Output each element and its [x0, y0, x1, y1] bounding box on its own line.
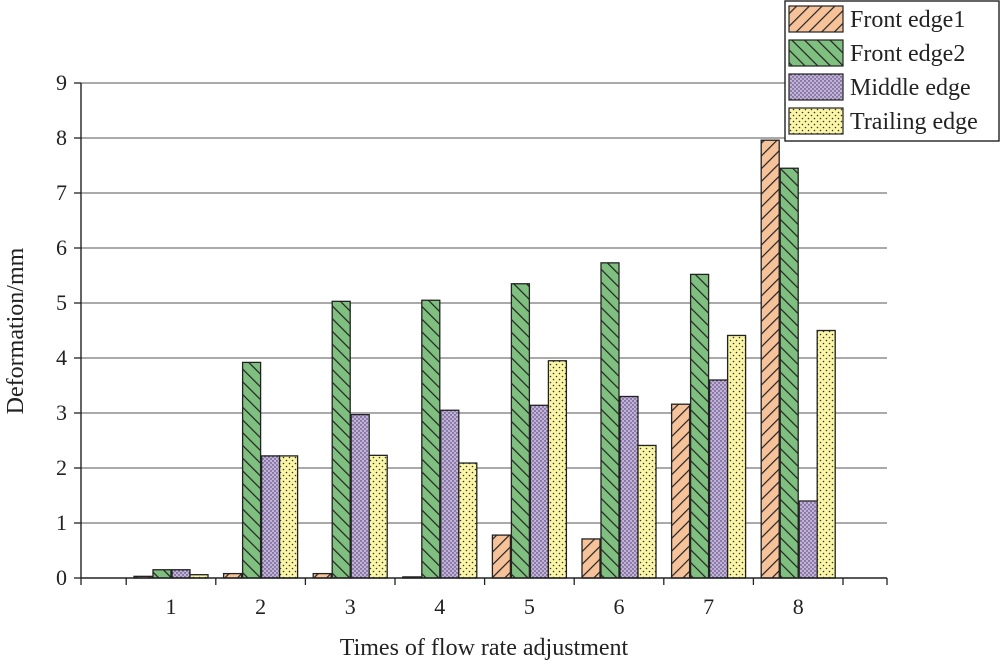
x-tick-label: 7 [703, 594, 714, 619]
tick-labels: 0 1 2 3 4 5 6 7 8 9 1 2 3 4 5 6 7 8 [56, 70, 804, 619]
bar-trailing-edge-7 [726, 334, 747, 579]
bar-middle-edge-2 [260, 455, 281, 579]
bar-trailing-edge-2 [278, 455, 299, 579]
gridlines [81, 82, 887, 524]
y-tick-label: 1 [56, 510, 67, 535]
bar-front-edge1-7 [670, 403, 691, 579]
x-tick-label: 5 [524, 594, 535, 619]
legend-label: Front edge1 [850, 7, 965, 33]
bar-middle-edge-4 [440, 409, 460, 579]
x-tick-label: 4 [434, 594, 445, 619]
legend-swatch [788, 107, 844, 135]
bar-front-edge2-7 [689, 273, 710, 579]
y-tick-label: 2 [56, 455, 67, 480]
x-tick-label: 3 [345, 594, 356, 619]
bar-front-edge1-5 [491, 534, 512, 579]
legend-label: Front edge2 [850, 41, 965, 67]
bar-trailing-edge-8 [816, 329, 836, 579]
legend-swatch [788, 39, 844, 67]
legend-label: Middle edge [850, 75, 971, 101]
y-tick-label: 0 [56, 565, 67, 590]
bar-front-edge2-5 [510, 283, 531, 579]
bar-trailing-edge-5 [547, 360, 568, 579]
bar-trailing-edge-3 [368, 454, 388, 579]
y-tick-label: 9 [56, 70, 67, 95]
bar-trailing-edge-4 [458, 462, 478, 579]
bar-front-edge2-2 [241, 361, 262, 579]
x-axis-title: Times of flow rate adjustment [340, 635, 629, 661]
x-tick-label: 6 [614, 594, 625, 619]
bar-middle-edge-8 [798, 500, 818, 579]
bar-trailing-edge-6 [637, 444, 657, 579]
x-tick-label: 8 [793, 594, 804, 619]
y-tick-label: 7 [56, 180, 67, 205]
y-tick-label: 3 [56, 400, 67, 425]
bars [133, 139, 836, 579]
bar-front-edge2-3 [331, 300, 351, 579]
bar-front-edge2-6 [600, 262, 620, 579]
bar-middle-edge-3 [350, 413, 370, 579]
y-tick-label: 8 [56, 125, 67, 150]
bar-front-edge2-4 [421, 299, 441, 579]
axes [74, 82, 888, 585]
y-tick-label: 4 [56, 345, 67, 370]
bar-front-edge1-6 [581, 538, 601, 579]
bar-middle-edge-1 [171, 569, 191, 579]
bar-front-edge1-8 [760, 139, 780, 579]
bar-middle-edge-5 [529, 404, 550, 579]
legend-swatch [788, 73, 844, 101]
y-tick-label: 5 [56, 290, 67, 315]
bar-middle-edge-6 [619, 395, 639, 579]
legend-swatch [788, 5, 844, 33]
y-axis-title: Deformation/mm [3, 247, 29, 414]
y-tick-label: 6 [56, 235, 67, 260]
legend-label: Trailing edge [850, 109, 978, 135]
x-tick-label: 1 [166, 594, 177, 619]
bar-front-edge2-8 [779, 167, 799, 579]
bar-middle-edge-7 [708, 379, 729, 579]
legend: Front edge1 Front edge2 Middle edge Trailin… [784, 0, 1000, 142]
bar-front-edge2-1 [152, 569, 172, 579]
x-tick-label: 2 [255, 594, 266, 619]
